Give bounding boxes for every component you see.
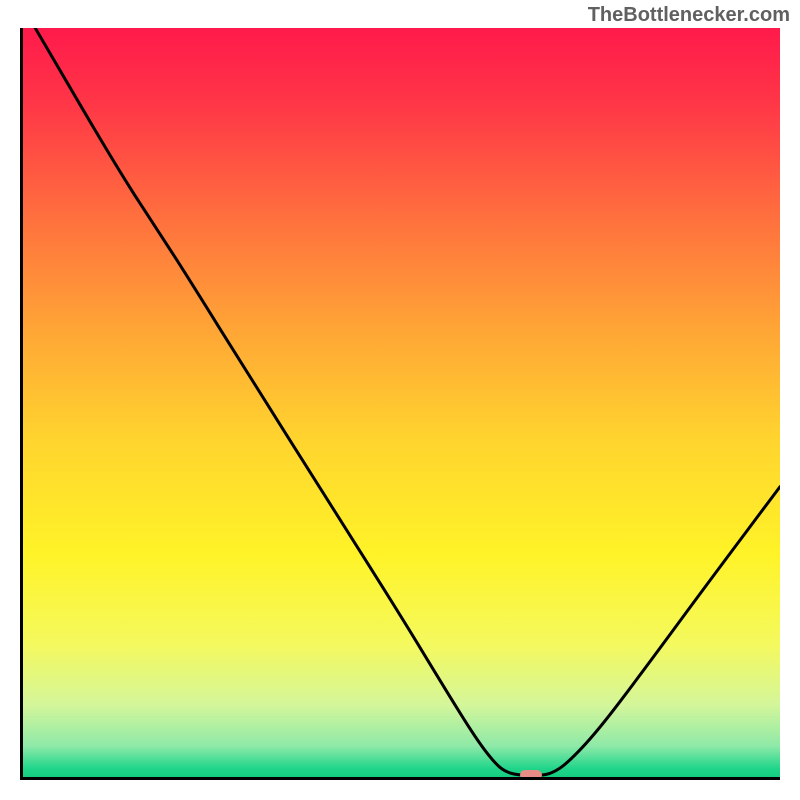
x-axis (20, 777, 780, 780)
plot-area (20, 28, 780, 780)
y-axis (20, 28, 23, 780)
gradient-background (20, 28, 780, 780)
watermark-text: TheBottlenecker.com (588, 4, 790, 27)
bottleneck-chart: TheBottlenecker.com (0, 0, 800, 800)
